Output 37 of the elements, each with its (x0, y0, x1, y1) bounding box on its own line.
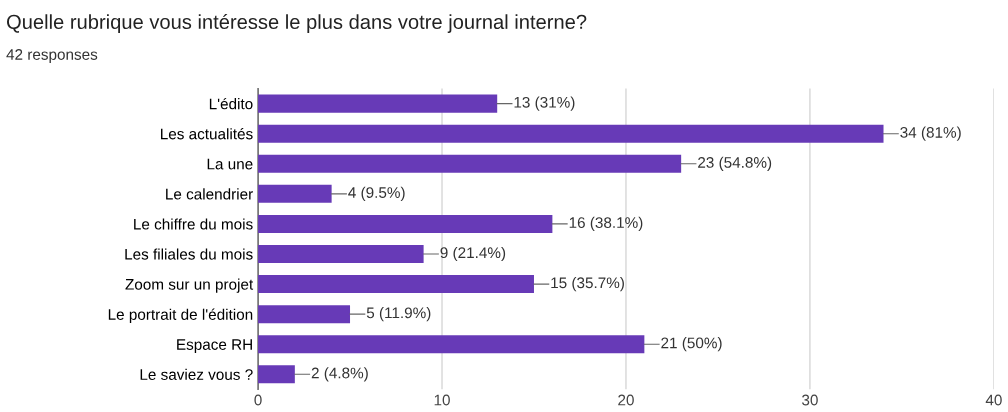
bar (258, 214, 553, 233)
bar (258, 275, 534, 294)
x-tick-label: 10 (434, 394, 450, 406)
data-label: 4 (9.5%) (348, 186, 405, 201)
y-tick-label: Le chiffre du mois (134, 218, 253, 230)
data-label: 13 (31%) (514, 96, 575, 111)
y-tick-label: Le calendrier (166, 188, 253, 200)
data-label: 15 (35.7%) (551, 276, 624, 292)
x-tick-label: 40 (985, 394, 1002, 406)
y-tick-label: Le saviez vous ? (140, 368, 253, 380)
y-tick-label: Les filiales du mois (125, 248, 253, 260)
x-tick-label: 0 (254, 394, 262, 406)
x-tick-label: 20 (618, 394, 634, 406)
bar (258, 365, 295, 384)
bar (258, 335, 645, 354)
y-tick-label: Les actualités (161, 127, 253, 140)
y-tick-label: La une (207, 158, 253, 170)
chart-title: Quelle rubrique vous intéresse le plus dans votre journal interne? (7, 14, 587, 34)
bar (258, 244, 424, 264)
y-tick-label: Zoom sur un projet (125, 278, 254, 293)
text: 42 responses (6, 49, 98, 63)
bar (258, 184, 332, 203)
data-label: 5 (11.9%) (366, 307, 431, 322)
bar (258, 154, 682, 173)
data-label: 16 (38.1%) (569, 216, 643, 232)
y-tick-label: L'édito (209, 97, 253, 110)
y-tick-label: Le portrait de l'édition (108, 308, 253, 323)
data-label: 34 (81%) (900, 126, 961, 141)
bar (258, 94, 498, 113)
bar (258, 305, 351, 324)
data-label: 21 (50%) (661, 337, 722, 352)
data-label: 23 (54.8%) (698, 156, 772, 171)
x-tick-label: 30 (802, 394, 818, 406)
bar (258, 124, 884, 143)
y-tick-label: Espace RH (177, 339, 252, 353)
data-label: 2 (4.8%) (311, 367, 368, 382)
data-label: 9 (21.4%) (440, 246, 506, 262)
